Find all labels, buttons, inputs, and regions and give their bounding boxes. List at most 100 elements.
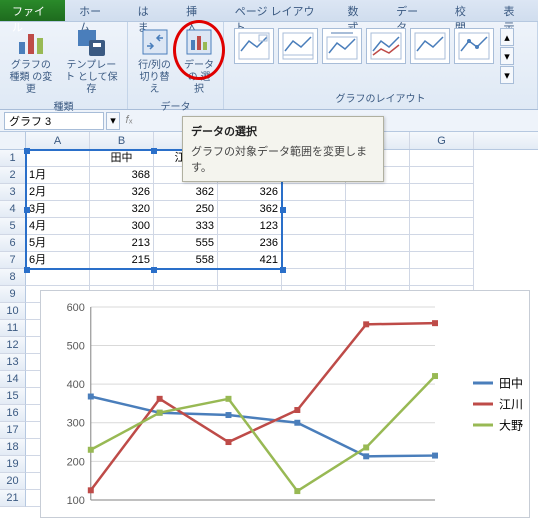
row-head-14[interactable]: 14 <box>0 371 26 388</box>
cell-A3[interactable]: 2月 <box>26 184 90 201</box>
cell-G4[interactable] <box>410 201 474 218</box>
cell-D7[interactable]: 421 <box>218 252 282 269</box>
cell-G2[interactable] <box>410 167 474 184</box>
cell-A7[interactable]: 6月 <box>26 252 90 269</box>
cell-B1[interactable]: 田中 <box>90 150 154 167</box>
cell-D3[interactable]: 326 <box>218 184 282 201</box>
cell-F4[interactable] <box>346 201 410 218</box>
row-head-18[interactable]: 18 <box>0 439 26 456</box>
select-all[interactable] <box>0 132 26 149</box>
cell-E4[interactable] <box>282 201 346 218</box>
tab-formulas[interactable]: 数式 <box>334 0 383 21</box>
legend-item-大野: 大野 <box>473 417 523 434</box>
col-head-B[interactable]: B <box>90 132 154 149</box>
row-head-1[interactable]: 1 <box>0 150 26 167</box>
line-chart[interactable]: 100200300400500600 田中江川大野 <box>40 290 530 518</box>
tab-review[interactable]: 校閲 <box>441 0 490 21</box>
row-head-9[interactable]: 9 <box>0 286 26 303</box>
gallery-down[interactable]: ▾ <box>500 47 514 65</box>
cell-D6[interactable]: 236 <box>218 235 282 252</box>
select-data-button[interactable]: データの 選択 <box>179 24 219 98</box>
cell-F5[interactable] <box>346 218 410 235</box>
tab-pagelayout[interactable]: ページ レイアウト <box>221 0 334 21</box>
name-box[interactable]: グラフ 3 <box>4 112 104 130</box>
row-head-16[interactable]: 16 <box>0 405 26 422</box>
svg-text:100: 100 <box>67 495 85 507</box>
cell-G5[interactable] <box>410 218 474 235</box>
layout-item-4[interactable] <box>366 28 406 64</box>
cell-B7[interactable]: 215 <box>90 252 154 269</box>
tab-home[interactable]: ホーム <box>65 0 124 21</box>
cell-F7[interactable] <box>346 252 410 269</box>
row-head-10[interactable]: 10 <box>0 303 26 320</box>
col-head-G[interactable]: G <box>410 132 474 149</box>
row-head-2[interactable]: 2 <box>0 167 26 184</box>
cell-F3[interactable] <box>346 184 410 201</box>
layout-item-2[interactable] <box>278 28 318 64</box>
cell-A8[interactable] <box>26 269 90 286</box>
row-head-20[interactable]: 20 <box>0 473 26 490</box>
save-template-button[interactable]: テンプレート として保存 <box>60 24 123 98</box>
layout-item-1[interactable] <box>234 28 274 64</box>
layout-item-5[interactable] <box>410 28 450 64</box>
row-head-6[interactable]: 6 <box>0 235 26 252</box>
cell-D5[interactable]: 123 <box>218 218 282 235</box>
cell-E8[interactable] <box>282 269 346 286</box>
row-head-11[interactable]: 11 <box>0 320 26 337</box>
gallery-more[interactable]: ▾ <box>500 66 514 84</box>
tab-hama[interactable]: はま <box>124 0 173 21</box>
cell-A1[interactable] <box>26 150 90 167</box>
cell-C3[interactable]: 362 <box>154 184 218 201</box>
gallery-up[interactable]: ▴ <box>500 28 514 46</box>
row-head-17[interactable]: 17 <box>0 422 26 439</box>
cell-F6[interactable] <box>346 235 410 252</box>
row-head-21[interactable]: 21 <box>0 490 26 507</box>
namebox-dropdown[interactable]: ▾ <box>106 112 120 130</box>
tab-data[interactable]: データ <box>382 0 441 21</box>
cell-B2[interactable]: 368 <box>90 167 154 184</box>
cell-E3[interactable] <box>282 184 346 201</box>
cell-G6[interactable] <box>410 235 474 252</box>
change-chart-type-button[interactable]: グラフの種類 の変更 <box>4 24 58 98</box>
cell-E5[interactable] <box>282 218 346 235</box>
cell-B4[interactable]: 320 <box>90 201 154 218</box>
row-head-7[interactable]: 7 <box>0 252 26 269</box>
cell-C8[interactable] <box>154 269 218 286</box>
cell-F8[interactable] <box>346 269 410 286</box>
tab-file[interactable]: ファイル <box>0 0 65 21</box>
cell-G3[interactable] <box>410 184 474 201</box>
cell-E6[interactable] <box>282 235 346 252</box>
cell-B8[interactable] <box>90 269 154 286</box>
row-head-15[interactable]: 15 <box>0 388 26 405</box>
cell-C6[interactable]: 555 <box>154 235 218 252</box>
layout-item-6[interactable] <box>454 28 494 64</box>
cell-G8[interactable] <box>410 269 474 286</box>
cell-C4[interactable]: 250 <box>154 201 218 218</box>
cell-B3[interactable]: 326 <box>90 184 154 201</box>
switch-row-col-button[interactable]: 行/列の 切り替え <box>132 24 177 98</box>
cell-B6[interactable]: 213 <box>90 235 154 252</box>
row-head-13[interactable]: 13 <box>0 354 26 371</box>
layout-item-3[interactable] <box>322 28 362 64</box>
row-head-12[interactable]: 12 <box>0 337 26 354</box>
cell-C7[interactable]: 558 <box>154 252 218 269</box>
row-head-19[interactable]: 19 <box>0 456 26 473</box>
row-head-5[interactable]: 5 <box>0 218 26 235</box>
row-head-8[interactable]: 8 <box>0 269 26 286</box>
cell-D8[interactable] <box>218 269 282 286</box>
row-head-4[interactable]: 4 <box>0 201 26 218</box>
cell-E7[interactable] <box>282 252 346 269</box>
row-head-3[interactable]: 3 <box>0 184 26 201</box>
col-head-A[interactable]: A <box>26 132 90 149</box>
cell-G7[interactable] <box>410 252 474 269</box>
cell-A4[interactable]: 3月 <box>26 201 90 218</box>
cell-B5[interactable]: 300 <box>90 218 154 235</box>
cell-C5[interactable]: 333 <box>154 218 218 235</box>
cell-G1[interactable] <box>410 150 474 167</box>
tab-view[interactable]: 表示 <box>489 0 538 21</box>
cell-A6[interactable]: 5月 <box>26 235 90 252</box>
cell-D4[interactable]: 362 <box>218 201 282 218</box>
cell-A2[interactable]: 1月 <box>26 167 90 184</box>
cell-A5[interactable]: 4月 <box>26 218 90 235</box>
tab-insert[interactable]: 挿入 <box>172 0 221 21</box>
